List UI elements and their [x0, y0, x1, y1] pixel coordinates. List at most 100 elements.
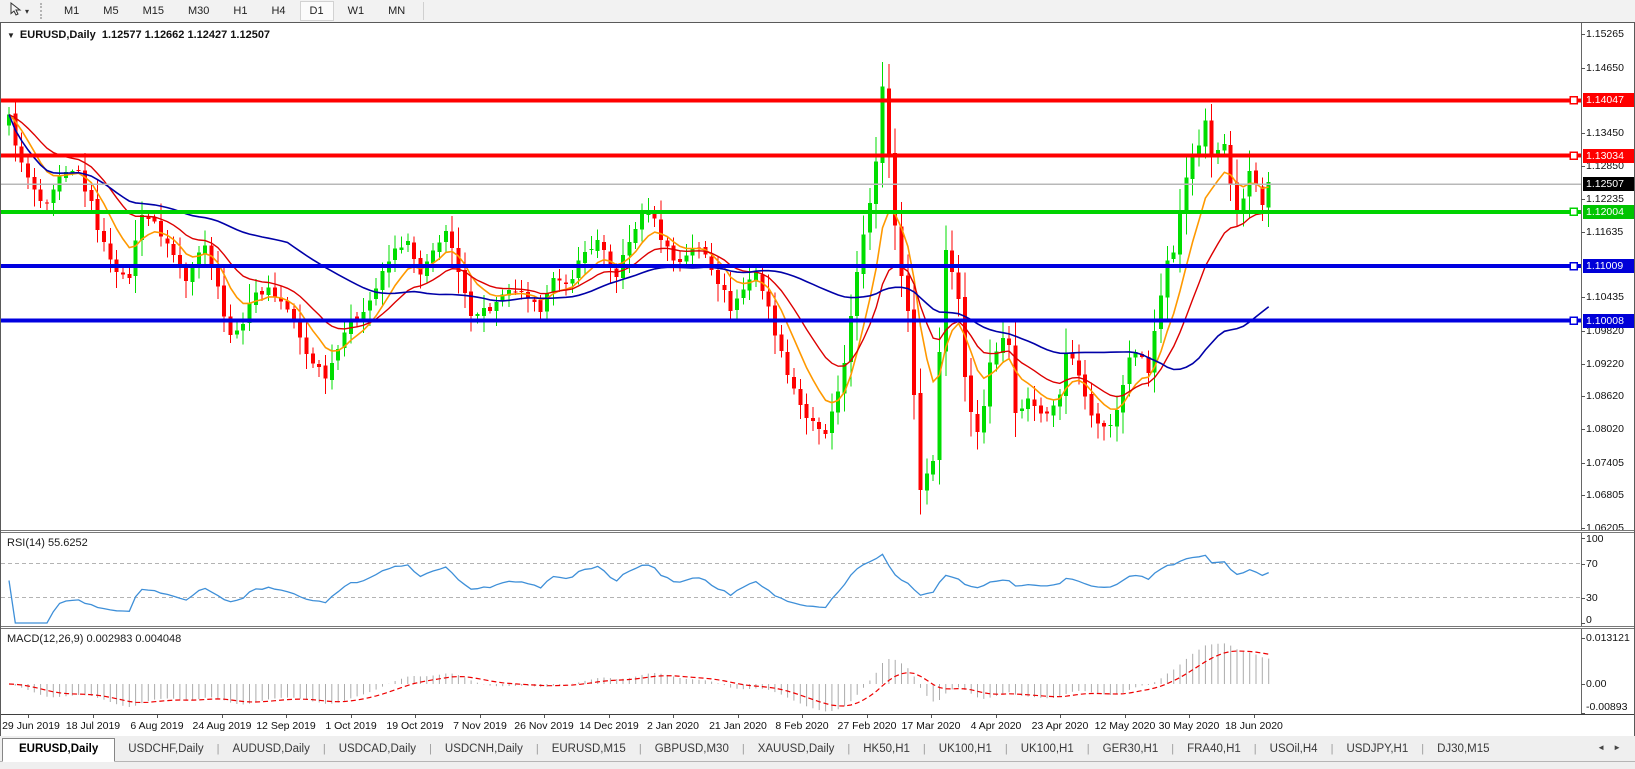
date-label: 4 Apr 2020	[970, 720, 1022, 732]
date-label: 12 Sep 2019	[256, 720, 316, 732]
chart-dropdown-icon[interactable]: ▼	[7, 30, 15, 40]
timeframe-button-h4[interactable]: H4	[271, 5, 286, 17]
tab-uk100-h1[interactable]: UK100,H1	[1020, 743, 1074, 755]
date-axis-tick-mark	[1189, 715, 1190, 718]
date-axis-tick-mark	[996, 715, 997, 718]
tab-separator: |	[1086, 743, 1090, 755]
rsi-canvas[interactable]	[1, 533, 1634, 626]
tab-usdjpy-h1[interactable]: USDJPY,H1	[1346, 743, 1409, 755]
macd-tick: -0.00893	[1586, 701, 1628, 713]
date-axis-tick-mark	[1125, 715, 1126, 718]
date-label: 6 Aug 2019	[130, 720, 184, 732]
date-label: 18 Jun 2020	[1225, 720, 1283, 732]
date-label: 30 May 2020	[1158, 720, 1220, 732]
price-tick: 1.11635	[1586, 226, 1624, 238]
tab-audusd-daily[interactable]: AUDUSD,Daily	[232, 743, 310, 755]
macd-axis-tick-mark	[1581, 684, 1585, 685]
pane-splitter-1[interactable]	[1, 530, 1634, 533]
date-axis-tick-mark	[480, 715, 481, 718]
date-axis-tick-mark	[1254, 715, 1255, 718]
tab-uk100-h1[interactable]: UK100,H1	[938, 743, 992, 755]
tab-separator: |	[741, 743, 745, 755]
tab-xauusd-daily[interactable]: XAUUSD,Daily	[757, 743, 835, 755]
rsi-axis-tick-mark	[1581, 564, 1585, 565]
date-label: 14 Dec 2019	[579, 720, 639, 732]
tab-gbpusd-m30[interactable]: GBPUSD,M30	[654, 743, 729, 755]
timeframe-button-m30[interactable]: M30	[187, 5, 210, 17]
macd-tick: 0.00	[1586, 678, 1607, 690]
timeframe-button-m15[interactable]: M15	[142, 5, 164, 17]
date-label: 19 Oct 2019	[386, 720, 444, 732]
date-label: 21 Jan 2020	[709, 720, 767, 732]
tabs-scroll-left-icon[interactable]: ◄	[1597, 743, 1614, 752]
tab-eurusd-m15[interactable]: EURUSD,M15	[551, 743, 626, 755]
price-chart-canvas[interactable]	[1, 23, 1634, 530]
date-label: 2 Jan 2020	[647, 720, 699, 732]
price-axis-tick-mark	[1581, 396, 1585, 397]
date-axis-tick-mark	[415, 715, 416, 718]
tab-usdchf-daily[interactable]: USDCHF,Daily	[128, 743, 204, 755]
price-axis-tick-mark	[1581, 68, 1585, 69]
cursor-tool-icon	[9, 1, 22, 21]
price-axis-tick-mark	[1581, 297, 1585, 298]
level-price-label: 1.11009	[1583, 259, 1634, 273]
tab-usoil-h4[interactable]: USOil,H4	[1269, 743, 1318, 755]
top-toolbar: ▾ M1 M5 M15 M30 H1 H4 D1 W1 MN	[0, 0, 1635, 22]
price-axis-tick-mark	[1581, 463, 1585, 464]
date-label: 7 Nov 2019	[453, 720, 507, 732]
level-price-label: 1.10008	[1583, 314, 1634, 328]
tab-separator: |	[1171, 743, 1175, 755]
medium-ma	[8, 113, 1270, 398]
date-axis[interactable]: 29 Jun 2019 18 Jul 2019 6 Aug 2019 24 Aug 2…	[1, 714, 1634, 737]
pane-splitter-2[interactable]	[1, 626, 1634, 629]
date-axis-tick-mark	[802, 715, 803, 718]
date-axis-tick-mark	[28, 715, 29, 718]
tab-usdcad-daily[interactable]: USDCAD,Daily	[338, 743, 417, 755]
current-price-label: 1.12507	[1583, 177, 1634, 191]
tab-separator: |	[1421, 743, 1425, 755]
date-label: 29 Jun 2019	[2, 720, 60, 732]
rsi-axis-tick-mark	[1581, 623, 1585, 624]
tab-separator: |	[216, 743, 220, 755]
tab-hk50-h1[interactable]: HK50,H1	[863, 743, 910, 755]
tab-usdcnh-daily[interactable]: USDCNH,Daily	[444, 743, 523, 755]
macd-canvas[interactable]	[1, 629, 1634, 714]
chart-ohlc-values: 1.12577 1.12662 1.12427 1.12507	[95, 29, 271, 41]
price-tick: 1.06205	[1586, 522, 1624, 530]
tab-fra40-h1[interactable]: FRA40,H1	[1187, 743, 1241, 755]
tab-eurusd-daily[interactable]: EURUSD,Daily	[2, 738, 116, 762]
price-axis-tick-mark	[1581, 495, 1585, 496]
price-axis-tick-mark	[1581, 364, 1585, 365]
price-tick: 1.08020	[1586, 423, 1624, 435]
macd-pane: MACD(12,26,9) 0.002983 0.004048 0.013121…	[1, 629, 1634, 714]
slow-ma	[8, 114, 1270, 371]
date-label: 1 Oct 2019	[325, 720, 377, 732]
tab-ger30-h1[interactable]: GER30,H1	[1102, 743, 1159, 755]
timeframe-button-m5[interactable]: M5	[103, 5, 119, 17]
date-axis-tick-mark	[351, 715, 352, 718]
timeframe-button-d1[interactable]: D1	[299, 1, 334, 21]
tab-dj30-m15[interactable]: DJ30,M15	[1437, 743, 1490, 755]
macd-axis-tick-mark	[1581, 638, 1585, 639]
date-axis-tick-mark	[93, 715, 94, 718]
price-tick: 1.07405	[1586, 457, 1624, 469]
cursor-tool-button[interactable]: ▾	[4, 0, 34, 23]
date-axis-tick-mark	[609, 715, 610, 718]
timeframe-button-m1[interactable]: M1	[64, 5, 80, 17]
tab-separator: |	[429, 743, 432, 755]
date-axis-tick-mark	[1060, 715, 1061, 718]
timeframe-button-mn[interactable]: MN	[388, 5, 406, 17]
tabs-scroll-right-icon[interactable]: ►	[1613, 743, 1629, 752]
rsi-axis-tick-mark	[1581, 598, 1585, 599]
timeframes-toolbar: M1 M5 M15 M30 H1 H4 D1 W1 MN	[52, 1, 417, 21]
date-axis-tick-mark	[544, 715, 545, 718]
timeframe-button-h1[interactable]: H1	[233, 5, 248, 17]
timeframe-button-w1[interactable]: W1	[347, 5, 365, 17]
tab-separator: |	[535, 743, 539, 755]
tab-separator: |	[847, 743, 851, 755]
toolbar-grip[interactable]	[40, 3, 46, 19]
tab-separator: |	[922, 743, 926, 755]
rsi-tick: 70	[1586, 558, 1598, 570]
tab-scroll-arrows: ◄►	[1597, 743, 1629, 752]
